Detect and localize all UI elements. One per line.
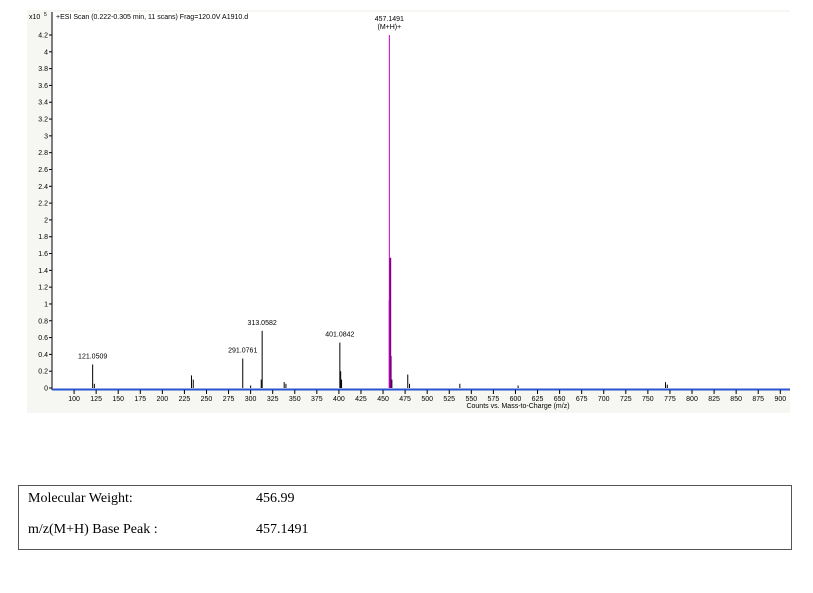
y-tick-label: 3.4 (38, 100, 48, 107)
x-tick-label: 700 (598, 396, 610, 403)
y-tick-label: 0.2 (38, 369, 48, 376)
y-tick-label: 0 (44, 386, 48, 393)
x-tick-label: 250 (201, 396, 213, 403)
x-axis-label: Counts vs. Mass-to-Charge (m/z) (466, 403, 569, 410)
peak-label: 121.0509 (78, 353, 107, 360)
table-row: Molecular Weight: 456.99 (19, 491, 791, 511)
y-tick-label: 0.4 (38, 352, 48, 359)
table-cell: 457.1491 (256, 522, 309, 537)
x-tick-label: 575 (488, 396, 500, 403)
x-tick-label: 450 (377, 396, 389, 403)
plot-area (52, 12, 790, 390)
x-tick-label: 500 (421, 396, 433, 403)
x-tick-label: 825 (708, 396, 720, 403)
x-tick-label: 600 (510, 396, 522, 403)
peak-label: 457.1491 (375, 16, 404, 23)
x-tick-label: 200 (157, 396, 169, 403)
x-tick-label: 375 (311, 396, 323, 403)
peak-label: 291.0761 (228, 348, 257, 355)
peak-label: 401.0842 (325, 332, 354, 339)
y-tick-label: 0.6 (38, 335, 48, 342)
x-tick-label: 750 (642, 396, 654, 403)
x-tick-label: 850 (730, 396, 742, 403)
y-tick-label: 2 (44, 217, 48, 224)
y-tick-label: 3.2 (38, 117, 48, 124)
y-tick-label: 4 (44, 49, 48, 56)
y-tick-label: 4.2 (38, 33, 48, 40)
x-tick-label: 650 (554, 396, 566, 403)
x-tick-label: 875 (752, 396, 764, 403)
y-tick-label: 1.2 (38, 285, 48, 292)
x-tick-label: 725 (620, 396, 632, 403)
ion-label: (M+H)+ (377, 24, 401, 31)
y-tick-label: 3 (44, 133, 48, 140)
x-tick-label: 900 (774, 396, 786, 403)
y-exponent: 5 (44, 12, 47, 18)
y-tick-label: 1.4 (38, 268, 48, 275)
y-tick-label: 0.8 (38, 318, 48, 325)
x-tick-label: 425 (355, 396, 367, 403)
chart-title: +ESI Scan (0.222-0.305 min, 11 scans) Fr… (56, 14, 248, 21)
x-tick-label: 675 (576, 396, 588, 403)
y-tick-label: 1.6 (38, 251, 48, 258)
x-tick-label: 125 (90, 396, 102, 403)
peak-label: 313.0582 (248, 320, 277, 327)
x-tick-label: 550 (465, 396, 477, 403)
y-tick-label: 1.8 (38, 234, 48, 241)
y-tick-label: 3.6 (38, 83, 48, 90)
x-tick-label: 800 (686, 396, 698, 403)
x-tick-label: 275 (223, 396, 235, 403)
table-cell: Molecular Weight: (28, 491, 133, 506)
y-tick-label: 3.8 (38, 66, 48, 73)
y-tick-label: 2.8 (38, 150, 48, 157)
x-tick-label: 175 (134, 396, 146, 403)
y-multiplier: x10 (29, 14, 40, 21)
x-tick-label: 300 (245, 396, 257, 403)
x-tick-label: 325 (267, 396, 279, 403)
table-row: m/z(M+H) Base Peak : 457.1491 (19, 522, 791, 542)
x-tick-label: 225 (179, 396, 191, 403)
x-tick-label: 475 (399, 396, 411, 403)
x-tick-label: 350 (289, 396, 301, 403)
y-tick-label: 2.4 (38, 184, 48, 191)
table-cell: m/z(M+H) Base Peak : (28, 522, 158, 537)
info-table: Molecular Weight: 456.99 m/z(M+H) Base P… (18, 485, 792, 550)
x-tick-label: 525 (443, 396, 455, 403)
table-cell: 456.99 (256, 491, 295, 506)
x-tick-label: 625 (532, 396, 544, 403)
y-tick-label: 2.2 (38, 201, 48, 208)
x-tick-label: 775 (664, 396, 676, 403)
y-tick-label: 1 (44, 301, 48, 308)
x-tick-label: 150 (112, 396, 124, 403)
x-tick-label: 400 (333, 396, 345, 403)
y-tick-label: 2.6 (38, 167, 48, 174)
x-tick-label: 100 (68, 396, 80, 403)
